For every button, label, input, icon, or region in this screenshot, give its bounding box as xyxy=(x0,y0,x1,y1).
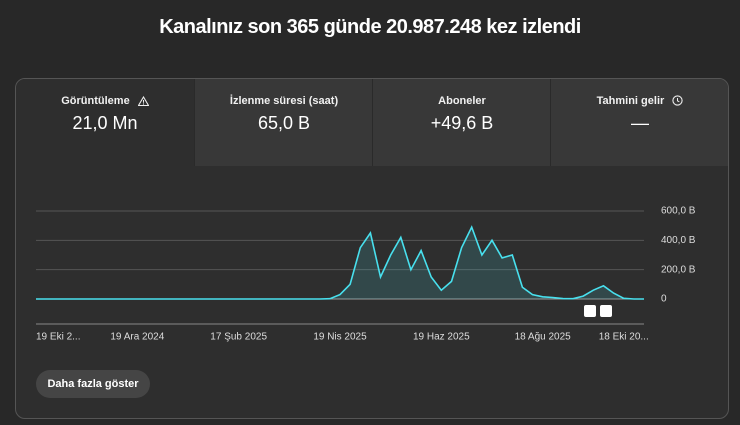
y-tick-label: 600,0 B xyxy=(661,206,696,217)
y-tick-label: 400,0 B xyxy=(661,235,696,246)
tab-label: Görüntüleme xyxy=(61,95,130,107)
x-tick-label: 17 Şub 2025 xyxy=(210,332,267,343)
x-tick-label: 19 Ara 2024 xyxy=(110,332,164,343)
tab[interactable]: Tahmini gelir — xyxy=(550,79,728,166)
data-area xyxy=(36,227,644,299)
tab[interactable]: Aboneler +49,6 B xyxy=(372,79,551,166)
tab-value: +49,6 B xyxy=(430,113,494,133)
annotation-marker[interactable] xyxy=(600,305,612,317)
x-tick-label: 19 Haz 2025 xyxy=(413,332,470,343)
x-tick-label: 19 Nis 2025 xyxy=(313,332,367,343)
y-tick-label: 200,0 B xyxy=(661,264,696,275)
page-title: Kanalınız son 365 günde 20.987.248 kez i… xyxy=(159,16,581,38)
warning-icon xyxy=(137,95,150,107)
clock-icon xyxy=(672,95,683,106)
tab-value: 21,0 Mn xyxy=(72,113,138,133)
x-tick-label: 18 Eki 20... xyxy=(599,332,649,343)
tab-label: Aboneler xyxy=(438,95,486,107)
tab-label: İzlenme süresi (saat) xyxy=(229,95,339,107)
show-more-button[interactable]: Daha fazla göster xyxy=(36,370,150,398)
tab-value: — xyxy=(631,113,649,133)
tab[interactable]: İzlenme süresi (saat) 65,0 B xyxy=(194,79,373,166)
data-line xyxy=(36,225,644,300)
annotation-marker[interactable] xyxy=(584,305,596,317)
analytics-card: Görüntüleme 21,0 Mn İzlenme süresi (saat… xyxy=(15,78,729,419)
y-tick-label: 0 xyxy=(661,294,667,305)
chart: 18 Eki 20... 18 Ağu 2025 19 Haz 2025 19 Nis… xyxy=(36,206,696,343)
tab-label: Tahmini gelir xyxy=(596,95,665,107)
x-tick-label: 19 Eki 2... xyxy=(36,332,80,343)
tab-value: 65,0 B xyxy=(257,113,311,133)
x-tick-label: 18 Ağu 2025 xyxy=(515,332,572,343)
tab[interactable]: Görüntüleme 21,0 Mn xyxy=(16,79,194,166)
